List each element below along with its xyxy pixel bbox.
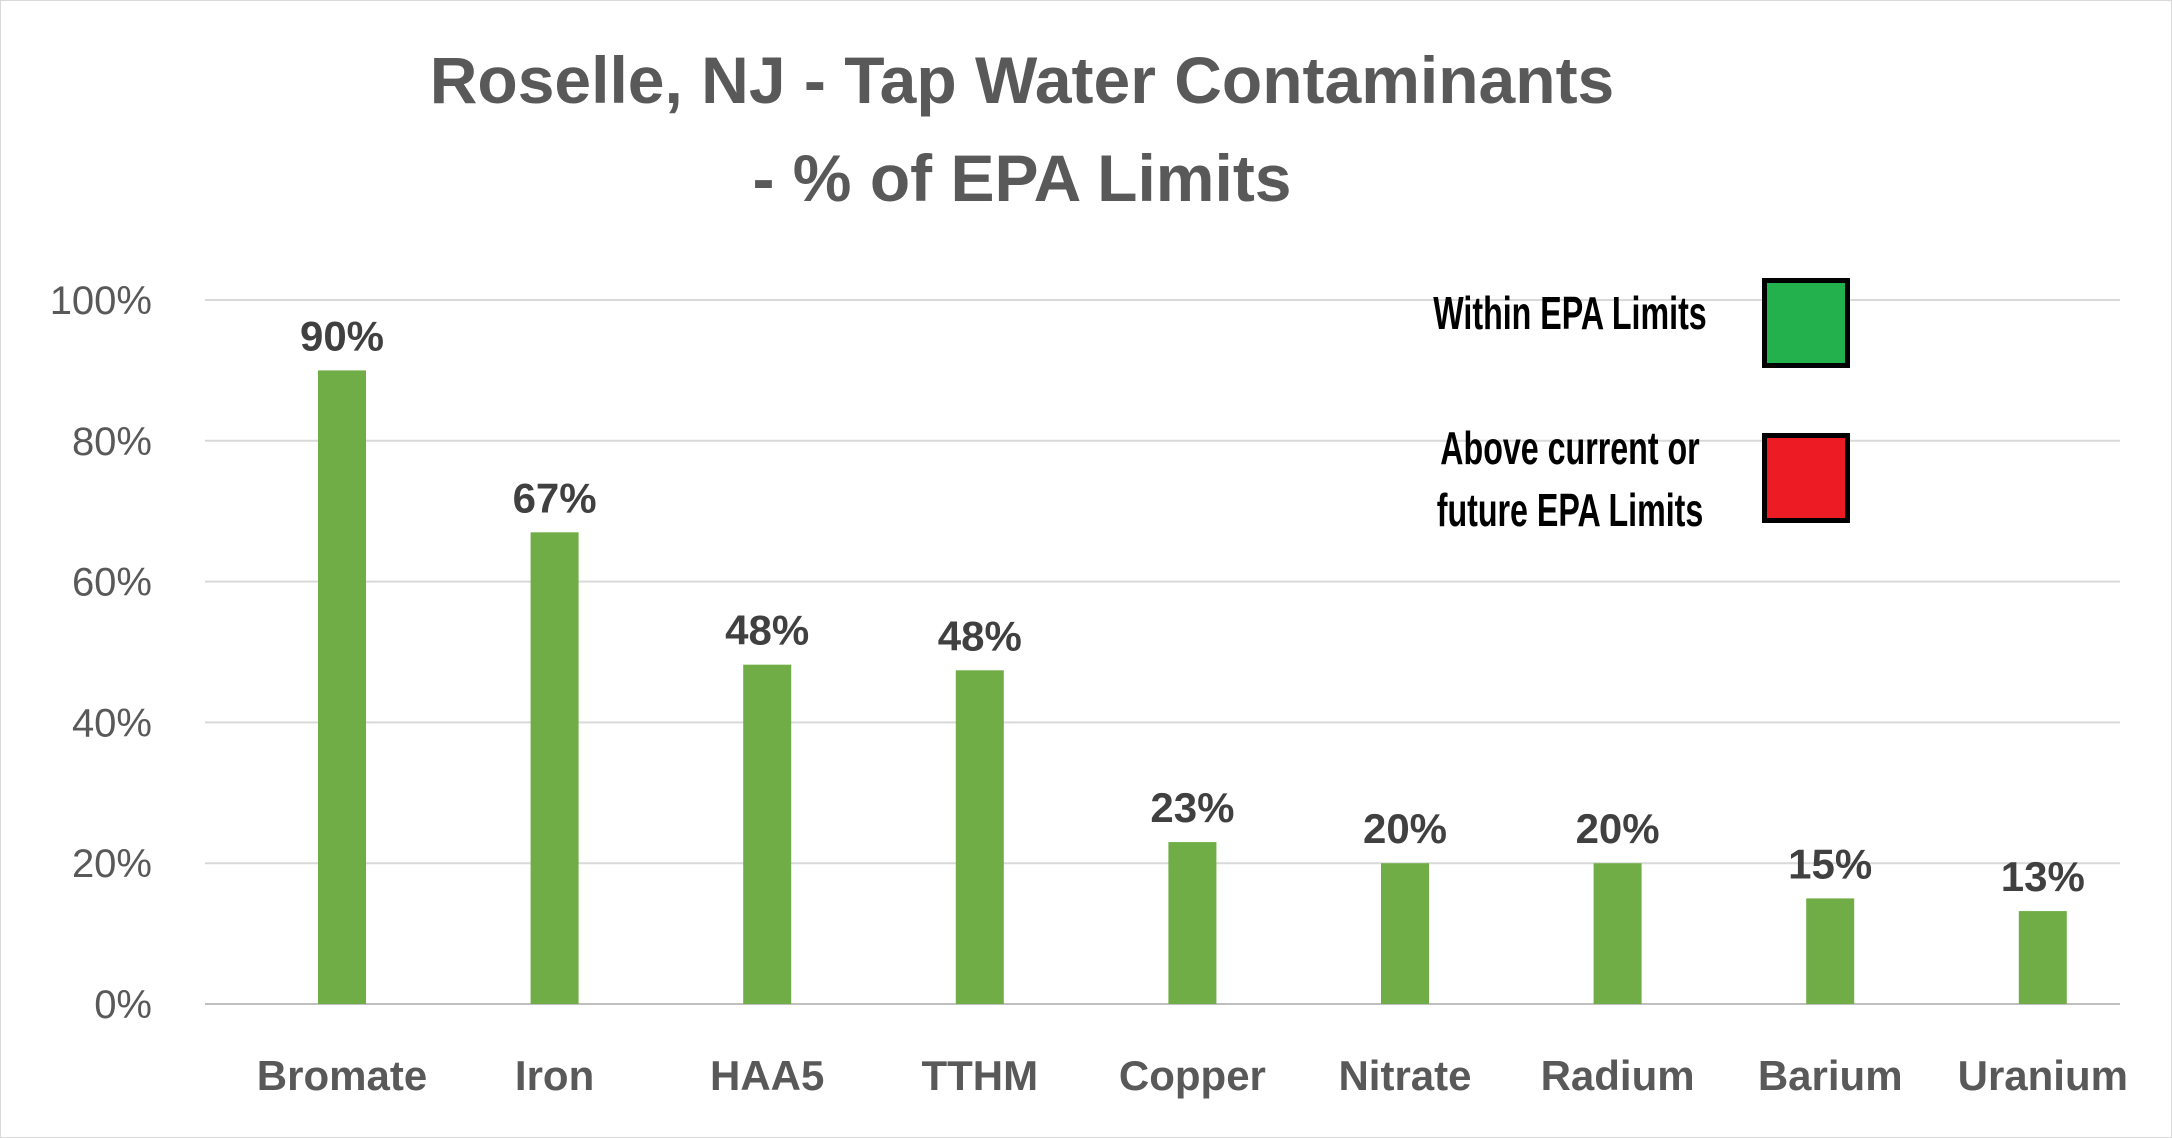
data-label: 90% <box>300 312 384 359</box>
legend-label-within: Within EPA Limits <box>1433 287 1707 339</box>
x-tick-label: Bromate <box>257 1052 427 1099</box>
x-tick-label: Uranium <box>1958 1052 2128 1099</box>
bar-iron <box>530 532 579 1004</box>
bar-copper <box>1168 842 1217 1004</box>
bar-haa5 <box>743 664 792 1004</box>
x-tick-label: Nitrate <box>1338 1052 1471 1099</box>
data-label: 48% <box>725 607 809 654</box>
chart-title-line-2: - % of EPA Limits <box>752 141 1292 215</box>
x-tick-label: Radium <box>1541 1052 1695 1099</box>
bar-bromate <box>318 370 366 1004</box>
x-tick-label: HAA5 <box>710 1052 824 1099</box>
bar-nitrate <box>1381 863 1429 1004</box>
y-tick-label: 0% <box>94 983 152 1027</box>
x-tick-label: TTHM <box>921 1052 1038 1099</box>
bar-barium <box>1806 898 1855 1004</box>
data-label: 15% <box>1788 840 1872 887</box>
data-label: 13% <box>2001 853 2085 900</box>
data-label: 20% <box>1576 805 1660 852</box>
y-tick-label: 100% <box>50 279 152 323</box>
bar-uranium <box>2018 911 2067 1004</box>
y-tick-label: 40% <box>72 701 152 745</box>
x-tick-label: Copper <box>1119 1052 1266 1099</box>
legend-label-above-line-1: Above current or <box>1440 422 1700 474</box>
chart-title-line-1: Roselle, NJ - Tap Water Contaminants <box>429 43 1615 117</box>
data-label: 23% <box>1150 784 1234 831</box>
y-tick-label: 80% <box>72 420 152 464</box>
x-tick-label: Iron <box>515 1052 594 1099</box>
bar-radium <box>1593 863 1642 1004</box>
legend-swatch-above <box>1762 433 1850 523</box>
data-label: 67% <box>513 474 597 521</box>
y-tick-label: 60% <box>72 561 152 605</box>
legend-swatch-within <box>1762 278 1850 368</box>
data-label: 48% <box>938 612 1022 659</box>
data-label: 20% <box>1363 805 1447 852</box>
y-tick-label: 20% <box>72 842 152 886</box>
bar-tthm <box>955 670 1004 1004</box>
legend-label-above-line-2: future EPA Limits <box>1436 484 1704 536</box>
x-tick-label: Barium <box>1758 1052 1903 1099</box>
